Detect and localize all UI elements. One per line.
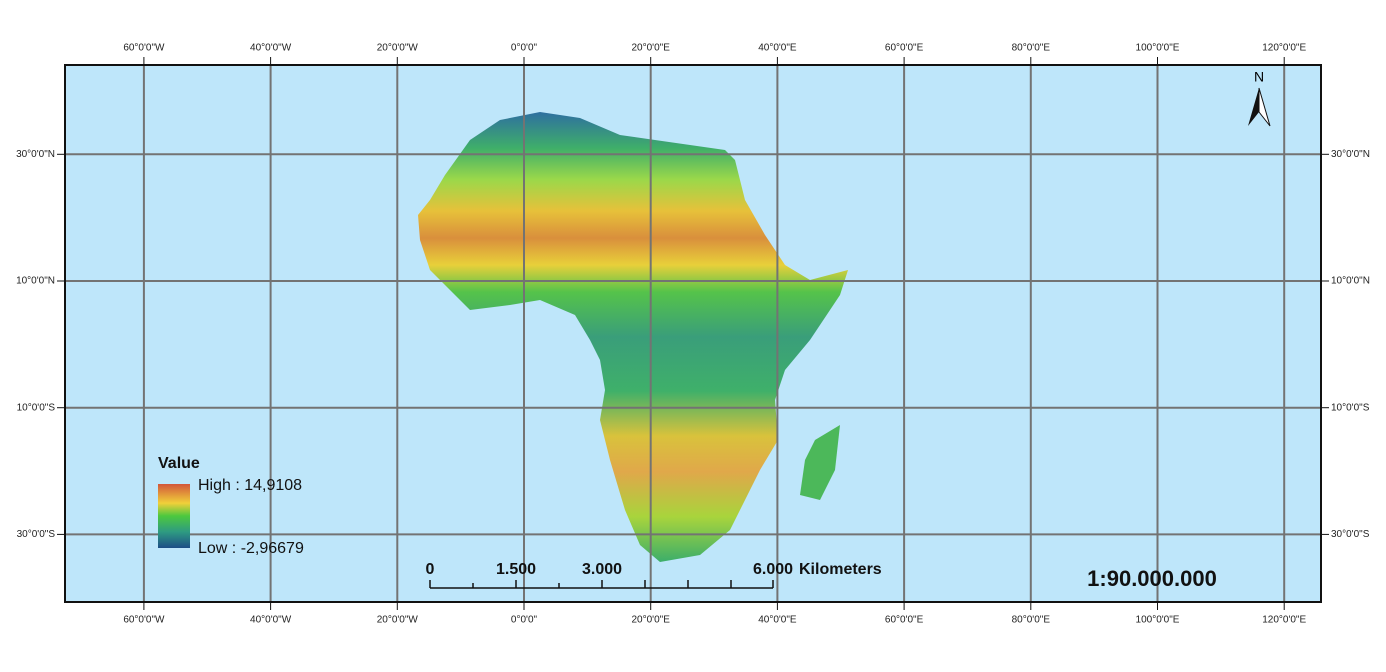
lat-tick-label: 10°0'0"N bbox=[16, 276, 55, 287]
north-arrow-right bbox=[1258, 87, 1271, 127]
lon-tick-label: 60°0'0"W bbox=[123, 615, 165, 626]
lon-tick-label: 60°0'0"W bbox=[123, 43, 165, 54]
lon-tick-label: 120°0'0"E bbox=[1262, 43, 1306, 54]
lon-tick-label: 0°0'0" bbox=[511, 43, 538, 54]
lat-tick-label: 30°0'0"S bbox=[1331, 529, 1370, 540]
map-border bbox=[64, 64, 1322, 603]
legend-ramp bbox=[158, 484, 190, 548]
north-label: N bbox=[1254, 69, 1264, 85]
scale-label: 1.500 bbox=[496, 561, 536, 578]
lon-tick-label: 40°0'0"E bbox=[758, 43, 797, 54]
legend: Value High : 14,9108 Low : -2,96679 bbox=[158, 455, 304, 557]
legend-title: Value bbox=[158, 455, 200, 472]
scale-label: 3.000 bbox=[582, 561, 622, 578]
lon-tick-label: 0°0'0" bbox=[511, 615, 538, 626]
lat-tick-label: 30°0'0"S bbox=[17, 529, 56, 540]
lon-tick-label: 20°0'0"W bbox=[377, 615, 419, 626]
lat-tick-label: 30°0'0"N bbox=[1331, 149, 1370, 160]
north-arrow: N bbox=[1248, 69, 1271, 127]
legend-low: Low : -2,96679 bbox=[198, 540, 304, 557]
lon-tick-label: 40°0'0"W bbox=[250, 615, 292, 626]
lat-tick-label: 10°0'0"N bbox=[1331, 276, 1370, 287]
scale-label: 0 bbox=[426, 561, 435, 578]
scale-label: 6.000 bbox=[753, 561, 793, 578]
legend-high: High : 14,9108 bbox=[198, 477, 302, 494]
north-arrow-left bbox=[1248, 88, 1259, 126]
africa bbox=[418, 112, 848, 562]
lon-tick-label: 60°0'0"E bbox=[885, 615, 924, 626]
lon-tick-label: 120°0'0"E bbox=[1262, 615, 1306, 626]
lon-tick-label: 40°0'0"W bbox=[250, 43, 292, 54]
lon-tick-label: 100°0'0"E bbox=[1136, 615, 1180, 626]
scale-bar: 0 1.500 3.000 6.000 Kilometers bbox=[426, 561, 882, 589]
scale-unit: Kilometers bbox=[799, 561, 882, 578]
lat-tick-label: 30°0'0"N bbox=[16, 149, 55, 160]
lon-tick-label: 80°0'0"E bbox=[1012, 615, 1051, 626]
lat-tick-label: 10°0'0"S bbox=[1331, 402, 1370, 413]
lon-tick-label: 40°0'0"E bbox=[758, 615, 797, 626]
scale-bar-ticks bbox=[429, 580, 774, 588]
lon-tick-label: 80°0'0"E bbox=[1012, 43, 1051, 54]
lon-tick-label: 100°0'0"E bbox=[1136, 43, 1180, 54]
lon-tick-label: 20°0'0"E bbox=[632, 43, 671, 54]
scale-ratio: 1:90.000.000 bbox=[1087, 566, 1217, 591]
lon-tick-label: 60°0'0"E bbox=[885, 43, 924, 54]
lon-tick-label: 20°0'0"E bbox=[632, 615, 671, 626]
lon-tick-label: 20°0'0"W bbox=[377, 43, 419, 54]
graticule bbox=[57, 57, 1329, 610]
madagascar bbox=[800, 425, 840, 500]
lat-tick-label: 10°0'0"S bbox=[17, 402, 56, 413]
